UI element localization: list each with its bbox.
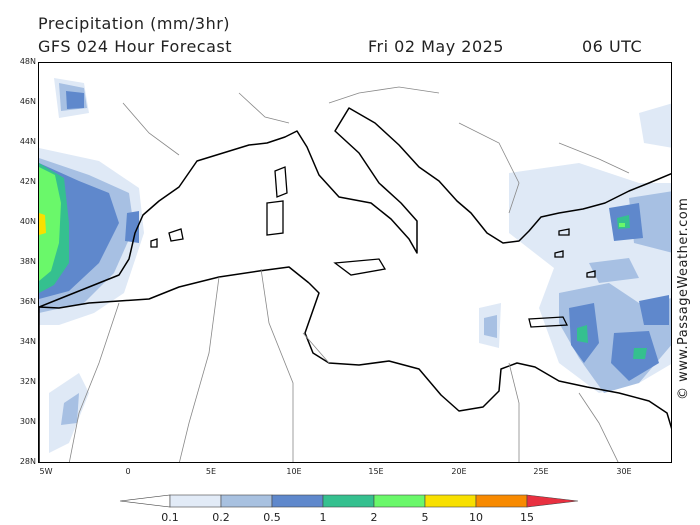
legend-label: 0.2 (206, 511, 236, 524)
lon-label: 25E (526, 467, 556, 476)
lat-label: 40N (14, 217, 36, 226)
lat-label: 46N (14, 97, 36, 106)
legend-swatch (323, 495, 374, 507)
legend-label: 2 (359, 511, 389, 524)
legend-swatch (425, 495, 476, 507)
precipitation-map (38, 62, 672, 463)
legend-label: 0.1 (155, 511, 185, 524)
lat-label: 32N (14, 377, 36, 386)
forecast-time: 06 UTC (582, 37, 642, 56)
legend-label: 0.5 (257, 511, 287, 524)
lon-label: 5E (196, 467, 226, 476)
lon-label: 5W (31, 467, 61, 476)
legend-label: 5 (410, 511, 440, 524)
legend-cells (120, 495, 578, 507)
lon-label: 20E (444, 467, 474, 476)
legend-swatch (272, 495, 323, 507)
legend-swatch (120, 495, 170, 507)
lat-label: 44N (14, 137, 36, 146)
credit-text: © www.PassageWeather.com (676, 198, 691, 400)
legend-label: 15 (512, 511, 542, 524)
legend-swatch (527, 495, 578, 507)
map-title: Precipitation (mm/3hr) (38, 14, 230, 33)
lat-label: 30N (14, 417, 36, 426)
lon-label: 0 (113, 467, 143, 476)
forecast-date: Fri 02 May 2025 (368, 37, 504, 56)
legend-swatch (476, 495, 527, 507)
lat-label: 38N (14, 257, 36, 266)
legend-swatch (221, 495, 272, 507)
color-legend (115, 493, 585, 509)
lon-label: 30E (609, 467, 639, 476)
lat-label: 34N (14, 337, 36, 346)
legend-label: 10 (461, 511, 491, 524)
lat-label: 36N (14, 297, 36, 306)
precip-yellow-areas (39, 213, 46, 235)
lat-label: 48N (14, 57, 36, 66)
lon-label: 15E (361, 467, 391, 476)
lat-label: 42N (14, 177, 36, 186)
legend-swatch (374, 495, 425, 507)
forecast-subtitle: GFS 024 Hour Forecast (38, 37, 232, 56)
map-canvas (39, 63, 672, 463)
precip-light-areas (39, 78, 672, 453)
legend-label: 1 (308, 511, 338, 524)
lon-label: 10E (279, 467, 309, 476)
legend-swatch (170, 495, 221, 507)
lat-label: 28N (14, 457, 36, 466)
